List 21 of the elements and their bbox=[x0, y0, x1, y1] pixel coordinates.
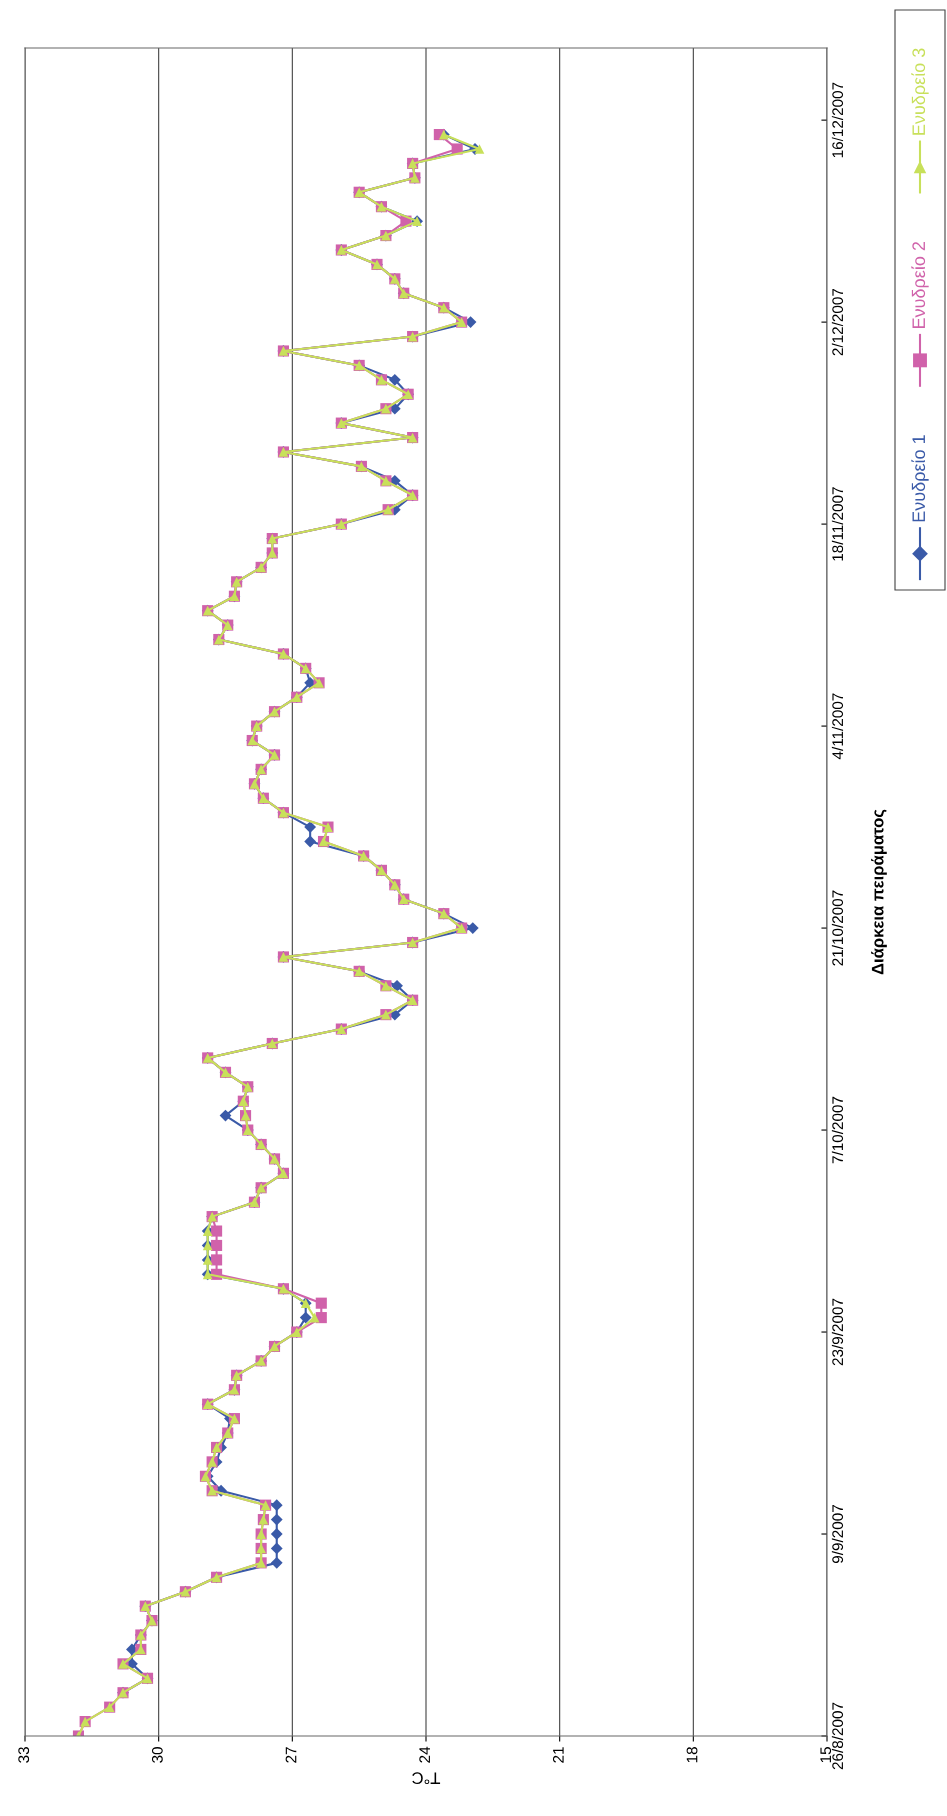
x-tick-label: 27 bbox=[285, 1747, 297, 1763]
x-tick-label: 18 bbox=[686, 1747, 698, 1763]
y-tick-label: 16/12/2007 bbox=[831, 82, 844, 158]
x-axis-title: T°C bbox=[412, 1772, 441, 1785]
text: Ενυδρείο 3 bbox=[911, 48, 929, 135]
text: Ενυδρείο 2 bbox=[911, 241, 929, 328]
x-tick-label: 33 bbox=[18, 1747, 30, 1763]
y-tick-label: 21/10/2007 bbox=[831, 890, 844, 966]
y-axis-title: Διάρκεια πειράματος bbox=[871, 809, 887, 975]
y-tick-label: 2/12/2007 bbox=[831, 288, 844, 356]
text: Ενυδρείο 1 bbox=[911, 435, 929, 522]
y-tick-label: 23/9/2007 bbox=[831, 1298, 844, 1366]
y-tick-label: 4/11/2007 bbox=[831, 693, 844, 760]
x-tick-label: 30 bbox=[151, 1747, 163, 1763]
x-tick-label: 21 bbox=[552, 1747, 564, 1763]
x-tick-label: 15 bbox=[820, 1747, 832, 1763]
y-tick-label: 7/10/2007 bbox=[831, 1096, 844, 1164]
x-tick-label: 24 bbox=[419, 1746, 430, 1763]
y-tick-label: 18/11/2007 bbox=[831, 487, 844, 561]
y-tick-label: 9/9/2007 bbox=[831, 1505, 844, 1564]
y-tick-label: 26/8/2007 bbox=[831, 1702, 844, 1770]
